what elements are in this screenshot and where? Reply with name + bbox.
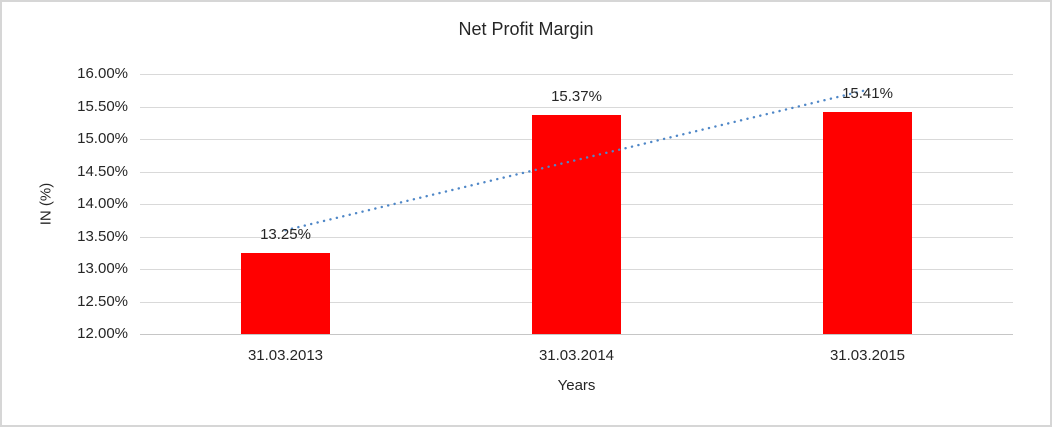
bar-data-label: 13.25% bbox=[260, 225, 311, 243]
chart-title: Net Profit Margin bbox=[458, 19, 594, 39]
y-tick-label: 13.50% bbox=[77, 227, 128, 245]
y-tick-label: 16.00% bbox=[77, 65, 128, 82]
trendline-layer bbox=[284, 88, 869, 232]
y-tick-label: 14.00% bbox=[77, 195, 128, 212]
y-tick-label: 13.00% bbox=[77, 260, 128, 277]
bar-data-label: 15.37% bbox=[551, 87, 602, 105]
gridline bbox=[140, 74, 1013, 75]
y-tick-label: 15.00% bbox=[77, 130, 128, 147]
bar[interactable] bbox=[532, 114, 621, 334]
x-axis-line bbox=[140, 334, 1013, 335]
bar[interactable] bbox=[823, 112, 912, 334]
x-tick-label: 31.03.2013 bbox=[247, 347, 324, 364]
bar-data-label: 15.41% bbox=[842, 85, 893, 103]
trendline[interactable] bbox=[284, 88, 869, 232]
x-tick-label: 31.03.2014 bbox=[538, 347, 615, 364]
plot-area: 13.25% 15.37% 15.41% bbox=[140, 74, 1013, 335]
y-tick-label: 12.00% bbox=[77, 325, 128, 342]
x-axis-title: Years bbox=[557, 377, 596, 394]
x-axis: 31.03.2013 31.03.2014 31.03.2015 bbox=[140, 347, 1013, 365]
y-tick-label: 14.50% bbox=[77, 162, 128, 180]
y-tick-label: 15.50% bbox=[77, 97, 128, 115]
bar[interactable] bbox=[241, 252, 330, 334]
x-tick-label: 31.03.2015 bbox=[829, 347, 906, 364]
gridline bbox=[140, 106, 1013, 108]
y-tick-label: 12.50% bbox=[77, 292, 128, 310]
y-axis: 16.00% 15.50% 15.00% 14.50% 14.00% 13.50% 13.0… bbox=[2, 65, 128, 342]
